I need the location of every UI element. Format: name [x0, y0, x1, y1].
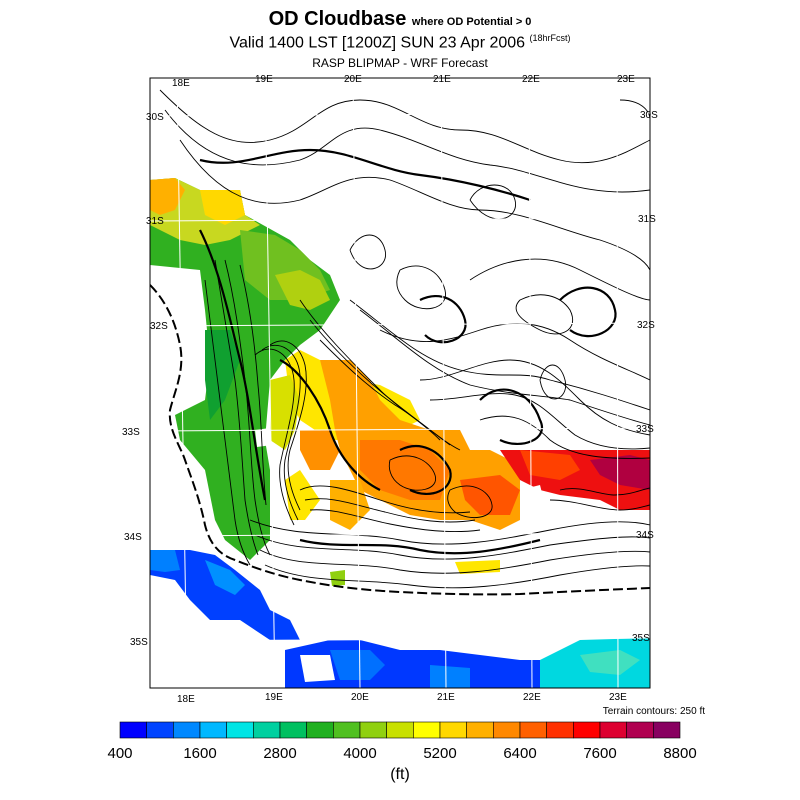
colorbar-swatch [253, 721, 281, 739]
lat-label-right-33s: 33S [636, 424, 654, 435]
colorbar-swatch [519, 721, 547, 739]
lat-label-left-34s: 34S [124, 532, 142, 543]
title-note: where OD Potential > 0 [411, 16, 532, 28]
colorbar-swatch [626, 721, 654, 739]
lat-label-right-30s: 30S [640, 110, 658, 121]
map-frame [149, 77, 651, 689]
colorbar-label: 1600 [183, 745, 216, 762]
lon-label-bottom-23e: 23E [609, 692, 627, 703]
lon-label-bottom-22e: 22E [523, 692, 541, 703]
colorbar-label: 8800 [663, 745, 696, 762]
lon-label-top-23e: 23E [617, 74, 635, 85]
colorbar-swatch [279, 721, 307, 739]
map-title: OD Cloudbase where OD Potential > 0 [0, 8, 800, 31]
title-main-text: OD Cloudbase [268, 8, 407, 30]
latitude-right-labels: 30S 31S 32S 33S 34S 35S [632, 110, 658, 644]
lon-label-bottom-21e: 21E [437, 692, 455, 703]
valid-time: Valid 1400 LST [1200Z] SUN 23 Apr 2006 (… [0, 33, 800, 52]
lat-label-right-35s: 35S [632, 633, 650, 644]
lon-label-top-19e: 19E [255, 74, 273, 85]
lat-label-right-32s: 32S [637, 320, 655, 331]
lat-lon-grid [150, 78, 650, 688]
colorbar-swatch [466, 721, 494, 739]
colorbar-swatch [306, 721, 334, 739]
colorbar-label: 400 [107, 745, 132, 762]
colorbar-labels: 400 1600 2800 4000 5200 6400 7600 8800 [107, 745, 696, 762]
colorbar-swatch [386, 721, 414, 739]
colorbar-swatch [359, 721, 387, 739]
colorbar-swatch [493, 721, 521, 739]
colorbar-swatch [599, 721, 627, 739]
colorbar-swatch [226, 721, 254, 739]
colorbar-label: 4000 [343, 745, 376, 762]
colorbar-units: (ft) [390, 766, 410, 783]
longitude-top-labels: 18E 19E 20E 21E 22E 23E [172, 74, 635, 89]
lat-label-right-34s: 34S [636, 530, 654, 541]
colorbar-swatch [439, 721, 467, 739]
colorbar-swatch [146, 721, 174, 739]
lat-label-right-31s: 31S [638, 214, 656, 225]
lat-label-left-35s: 35S [130, 637, 148, 648]
valid-time-text: Valid 1400 LST [1200Z] SUN 23 Apr 2006 [229, 34, 526, 52]
coastline [150, 284, 650, 596]
colorbar-swatch [546, 721, 574, 739]
colorbar-swatch [573, 721, 601, 739]
colorbar-label: 7600 [583, 745, 616, 762]
lat-label-left-30s: 30S [146, 112, 164, 123]
lon-label-bottom-18e: 18E [177, 694, 195, 705]
forecast-source: RASP BLIPMAP - WRF Forecast [312, 56, 488, 70]
terrain-note: Terrain contours: 250 ft [602, 706, 705, 717]
lat-label-left-31s: 31S [146, 216, 164, 227]
colorbar-swatch [199, 721, 227, 739]
colorbar-swatch [333, 721, 361, 739]
colorbar-label: 2800 [263, 745, 296, 762]
colorbar-label: 6400 [503, 745, 536, 762]
lon-label-top-20e: 20E [344, 74, 362, 85]
colorbar-label: 5200 [423, 745, 456, 762]
colorbar-swatch [119, 721, 147, 739]
colorbar-swatch [413, 721, 441, 739]
lon-label-top-21e: 21E [433, 74, 451, 85]
map-plot-area [150, 78, 650, 688]
lon-label-bottom-20e: 20E [351, 692, 369, 703]
lat-label-left-32s: 32S [150, 321, 168, 332]
longitude-bottom-labels: 18E 19E 20E 21E 22E 23E [177, 692, 627, 705]
colorbar-swatch [173, 721, 201, 739]
lon-label-top-22e: 22E [522, 74, 540, 85]
lon-label-bottom-19e: 19E [265, 692, 283, 703]
forecast-hours: (18hrFcst) [529, 33, 571, 43]
latitude-left-labels: 30S 31S 32S 33S 34S 35S [122, 112, 168, 648]
colorbar [119, 721, 681, 739]
colorbar-swatch [653, 721, 681, 739]
cloudbase-field [150, 178, 650, 688]
lat-label-left-33s: 33S [122, 427, 140, 438]
lon-label-top-18e: 18E [172, 78, 190, 89]
